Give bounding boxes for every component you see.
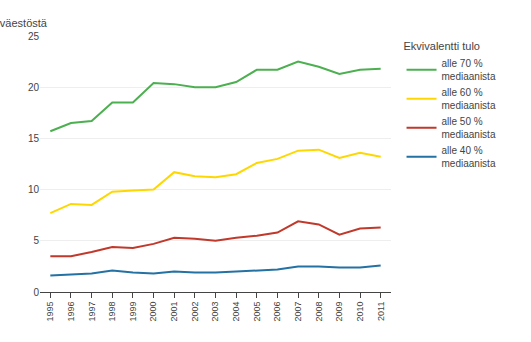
svg-text:2009: 2009	[334, 302, 344, 322]
svg-text:alle 70 %mediaanista: alle 70 %mediaanista	[442, 58, 496, 82]
svg-text:2006: 2006	[272, 302, 282, 322]
svg-text:2007: 2007	[293, 302, 303, 322]
svg-text:alle 60 %mediaanista: alle 60 %mediaanista	[442, 87, 496, 111]
svg-text:1997: 1997	[87, 302, 97, 322]
svg-text:% väestöstä: % väestöstä	[0, 17, 48, 29]
svg-text:1999: 1999	[128, 302, 138, 322]
svg-text:2005: 2005	[252, 302, 262, 322]
svg-text:2002: 2002	[190, 302, 200, 322]
svg-text:2003: 2003	[210, 302, 220, 322]
svg-text:0: 0	[33, 287, 39, 298]
svg-text:2011: 2011	[376, 302, 386, 321]
svg-text:5: 5	[33, 235, 39, 246]
svg-text:alle 40 %mediaanista: alle 40 %mediaanista	[442, 145, 496, 169]
svg-text:20: 20	[28, 82, 40, 93]
svg-text:Ekvivalentti tulo: Ekvivalentti tulo	[404, 40, 480, 52]
svg-text:1995: 1995	[45, 302, 55, 322]
svg-text:25: 25	[28, 31, 40, 42]
svg-text:2000: 2000	[148, 302, 158, 322]
svg-text:10: 10	[28, 184, 40, 195]
svg-text:2008: 2008	[314, 302, 324, 322]
svg-text:15: 15	[28, 133, 40, 144]
svg-text:alle 50 %mediaanista: alle 50 %mediaanista	[442, 116, 496, 140]
svg-text:2001: 2001	[169, 302, 179, 322]
svg-text:1998: 1998	[107, 302, 117, 322]
svg-text:2010: 2010	[355, 302, 365, 322]
svg-text:2004: 2004	[231, 302, 241, 322]
svg-text:1996: 1996	[66, 302, 76, 322]
